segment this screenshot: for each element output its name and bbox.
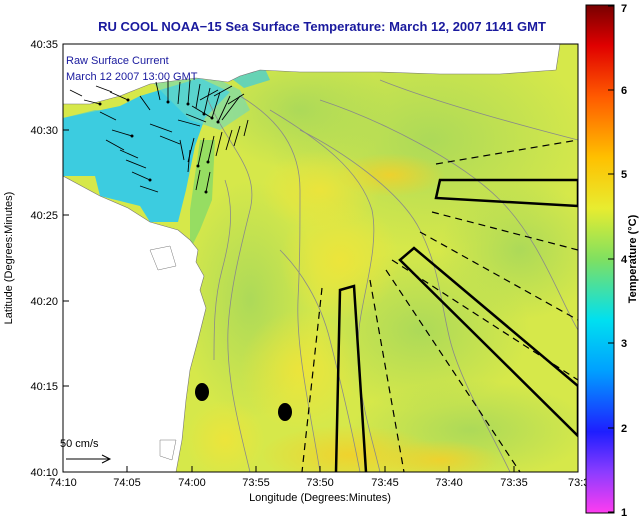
- transect-southeast: [398, 246, 578, 438]
- scale-arrow: [66, 454, 112, 464]
- x-tick-label: 74:10: [49, 477, 77, 489]
- transect-south: [334, 284, 368, 472]
- transect-east: [434, 178, 578, 208]
- plot-area: [63, 44, 578, 472]
- colorbar-tick-label: 1: [621, 507, 627, 518]
- y-tick-label: 40:30: [30, 125, 58, 137]
- x-axis-label: Longitude (Degrees:Minutes): [249, 492, 391, 504]
- x-axis: [62, 466, 515, 472]
- x-tick-label: 73:40: [435, 477, 463, 489]
- current-time: March 12 2007 13:00 GMT: [66, 71, 198, 83]
- x-tick-label: 73:55: [242, 477, 270, 489]
- colorbar-tick-label: 4: [621, 254, 628, 266]
- dashed-transect-lines: [301, 139, 578, 472]
- y-axis-label: Latitude (Degrees:Minutes): [3, 192, 15, 325]
- x-tick-label: 73:3: [568, 477, 589, 489]
- colorbar-tick-label: 2: [621, 423, 627, 435]
- x-tick-label: 73:50: [306, 477, 334, 489]
- y-tick-label: 40:25: [30, 210, 58, 222]
- colorbar-tick-label: 5: [621, 169, 627, 181]
- y-tick-label: 40:20: [30, 296, 58, 308]
- current-label: Raw Surface Current: [66, 55, 169, 67]
- station-marker: [278, 403, 292, 421]
- x-tick-label: 74:00: [178, 477, 206, 489]
- bathymetry-contours: [207, 79, 578, 472]
- y-tick-label: 40:10: [30, 467, 58, 479]
- land-mass: [63, 44, 561, 105]
- x-tick-label: 73:45: [371, 477, 399, 489]
- scale-label: 50 cm/s: [60, 438, 99, 450]
- figure-title: RU COOL NOAA−15 Sea Surface Temperature:…: [98, 19, 546, 34]
- y-tick-label: 40:35: [30, 39, 58, 51]
- current-vectors: [69, 79, 249, 193]
- y-axis: [63, 43, 69, 473]
- x-tick-label: 74:05: [113, 477, 141, 489]
- colorbar-ticks: [608, 5, 614, 513]
- colorbar-tick-label: 7: [621, 3, 627, 15]
- transect-polygons: [334, 178, 578, 472]
- colorbar-tick-label: 6: [621, 85, 627, 97]
- y-tick-label: 40:15: [30, 381, 58, 393]
- station-marker: [195, 383, 209, 401]
- colorbar-label: Temperature (°C): [627, 214, 639, 303]
- x-tick-label: 73:35: [500, 477, 528, 489]
- colorbar-tick-label: 3: [621, 338, 627, 350]
